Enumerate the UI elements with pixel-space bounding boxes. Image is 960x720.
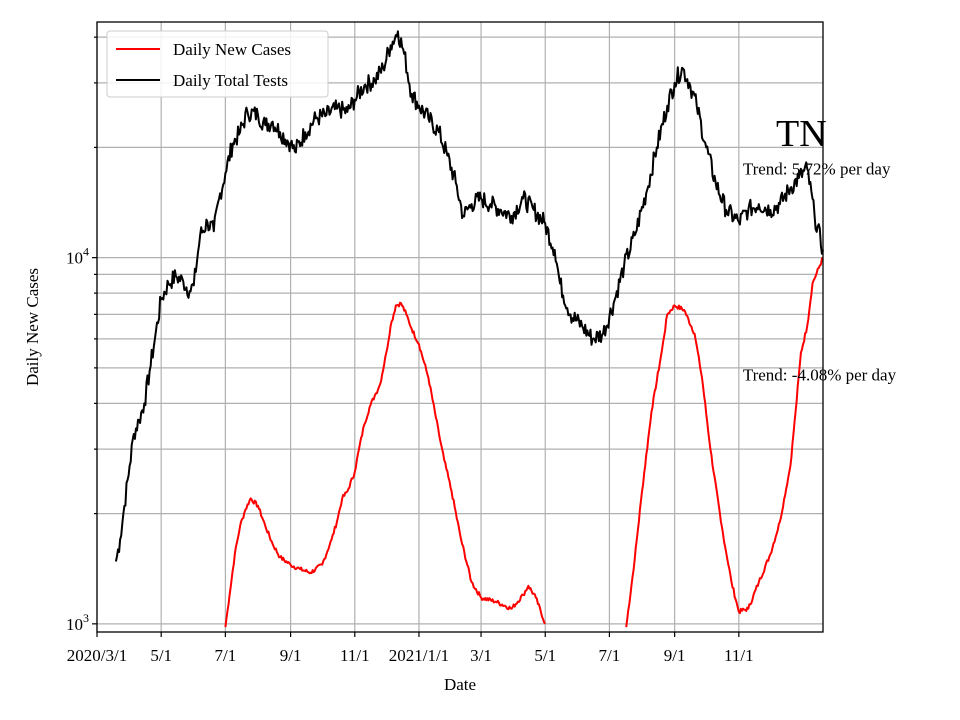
series-line-daily-new-cases	[224, 301, 546, 628]
legend-label-daily-new-cases: Daily New Cases	[173, 40, 291, 59]
legend: Daily New Cases Daily Total Tests	[106, 30, 329, 98]
grid	[96, 22, 823, 632]
x-tick-label: 7/1	[599, 646, 621, 665]
y-axis-label: Daily New Cases	[23, 268, 42, 386]
x-tick-label: 2020/3/1	[67, 646, 127, 665]
x-tick-label: 9/1	[664, 646, 686, 665]
x-tick-label: 9/1	[280, 646, 302, 665]
x-tick-label: 3/1	[470, 646, 492, 665]
trend-annotation: Trend: 5.72% per day	[743, 160, 891, 179]
chart-title: TN	[776, 113, 827, 155]
series-line-daily-new-cases-segment-2	[625, 256, 824, 628]
y-tick-label: 103	[66, 611, 89, 634]
series-layer	[114, 30, 824, 628]
legend-label-daily-total-tests: Daily Total Tests	[173, 71, 288, 90]
x-tick-label: 11/1	[340, 646, 370, 665]
x-tick-label: 11/1	[724, 646, 754, 665]
x-tick-label: 5/1	[150, 646, 172, 665]
x-tick-label: 2021/1/1	[389, 646, 449, 665]
trend-annotations: Trend: 5.72% per day Trend: -4.08% per da…	[743, 160, 897, 385]
plot-frame	[96, 21, 824, 633]
x-axis-label: Date	[444, 675, 476, 694]
x-tick-label: 5/1	[534, 646, 556, 665]
trend-annotation: Trend: -4.08% per day	[743, 365, 897, 384]
ticks: 2020/3/1 5/1 7/1 9/1 11/1 2021/1/1 3/1 5/1 7/1 9/…	[66, 36, 754, 665]
x-tick-label: 7/1	[214, 646, 236, 665]
y-tick-label: 104	[66, 245, 89, 268]
series-line-daily-total-tests	[114, 30, 824, 562]
legend-box	[106, 30, 329, 98]
